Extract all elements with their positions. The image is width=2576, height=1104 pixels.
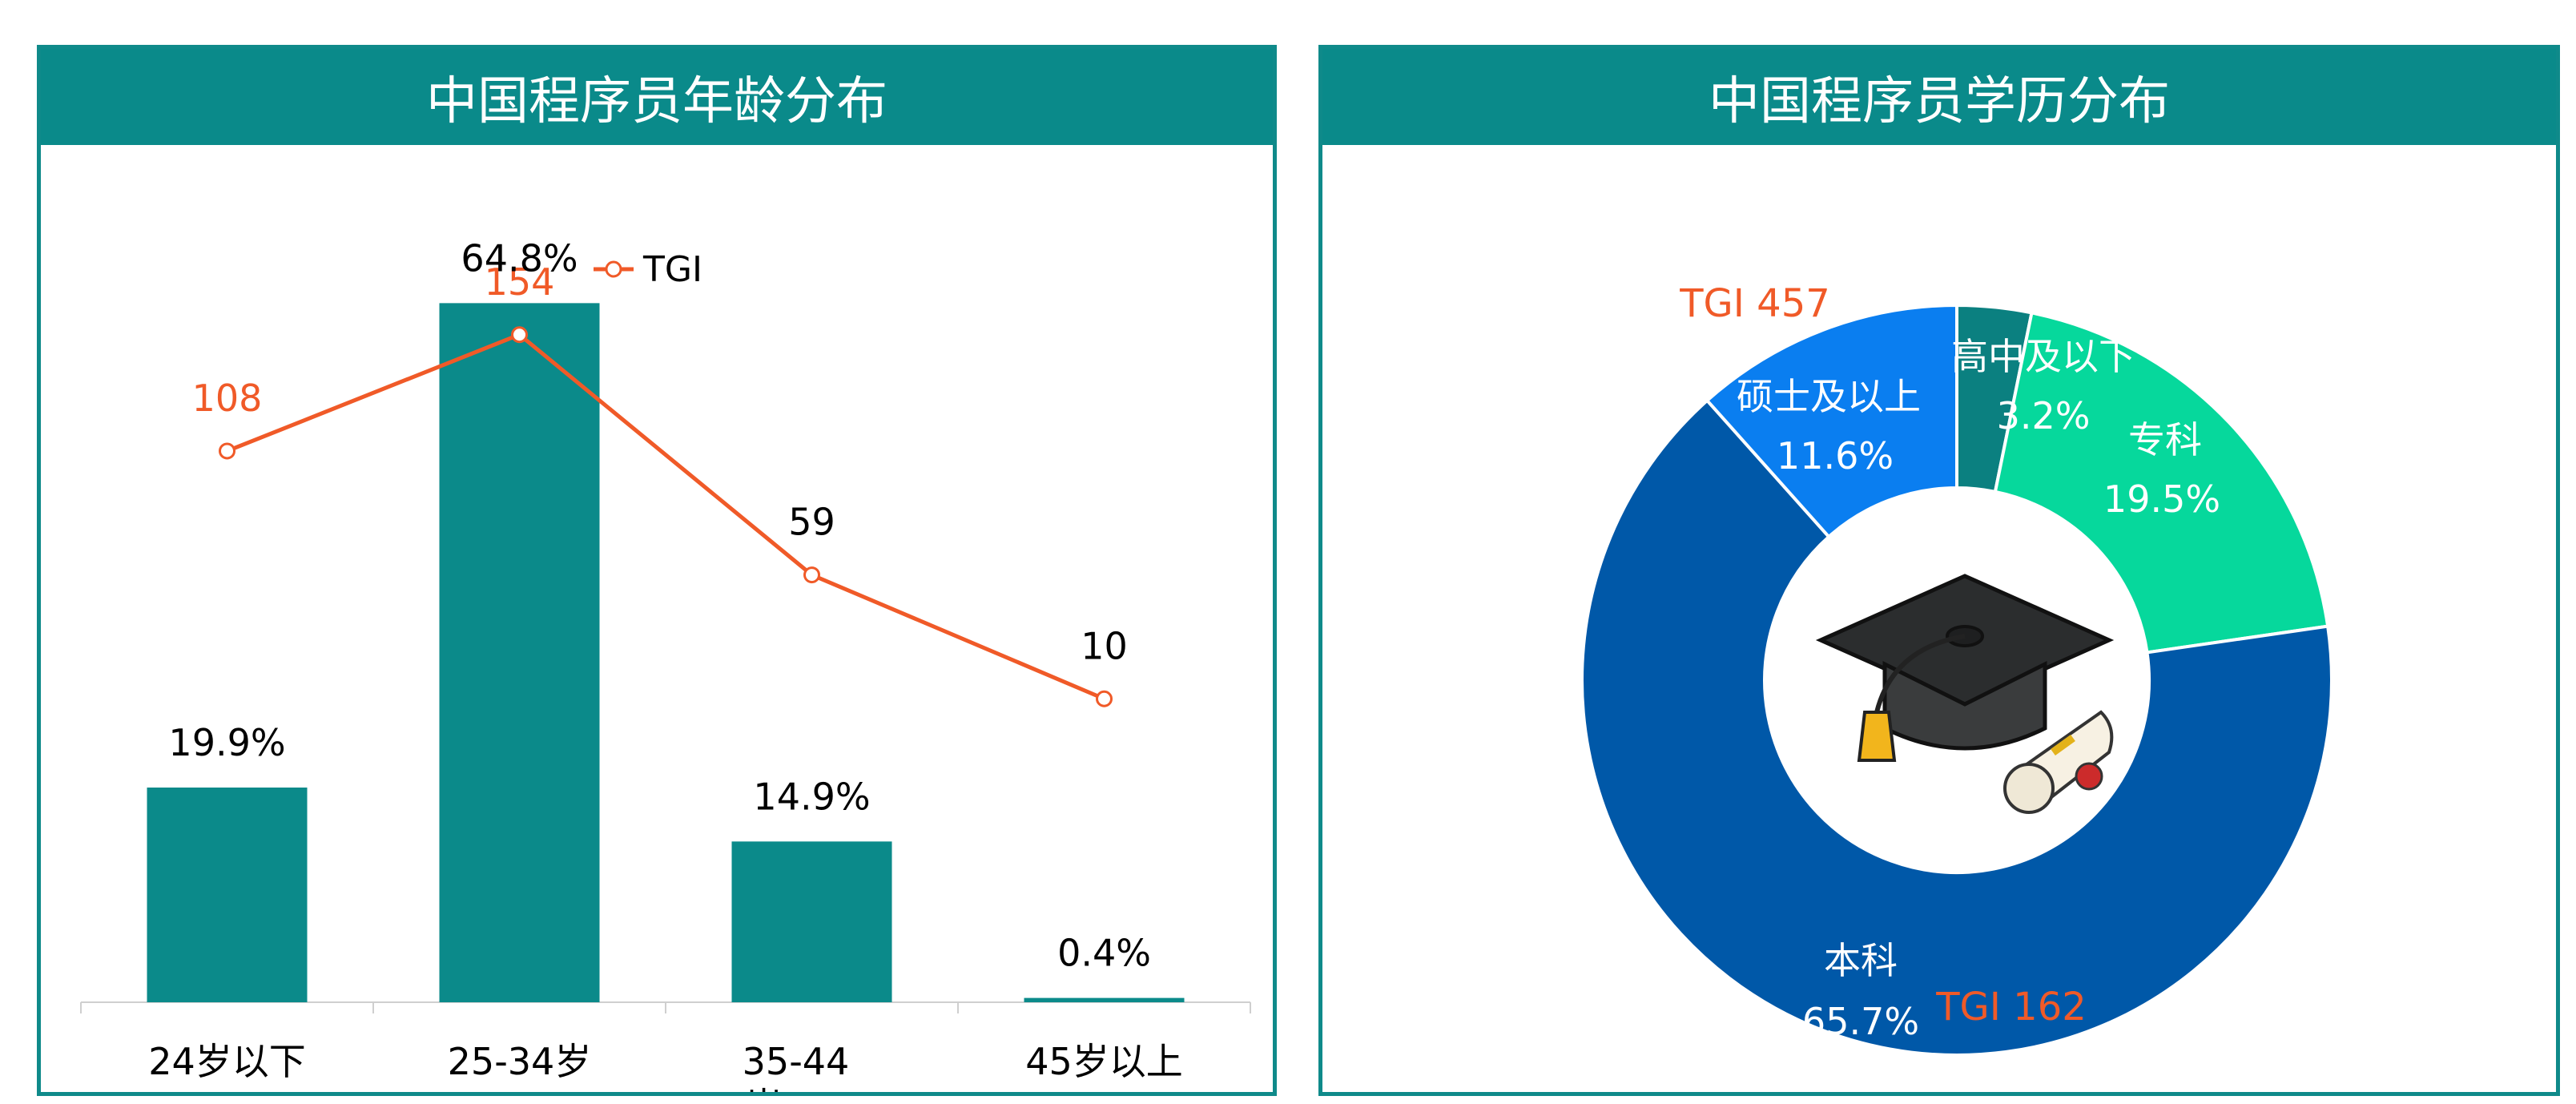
bar xyxy=(1024,997,1185,1002)
bar-value-label: 64.8% xyxy=(461,236,578,280)
tgi-value-label: 154 xyxy=(485,260,555,304)
donut-slices xyxy=(1580,303,2333,1057)
x-tick-label: 45岁以上 xyxy=(1025,1040,1183,1083)
bar xyxy=(731,841,892,1002)
slice-category-label: 高中及以下 xyxy=(1951,335,2135,378)
tgi-line xyxy=(226,332,1105,701)
x-tick-label: 24岁以下 xyxy=(148,1040,306,1083)
tgi-point xyxy=(511,326,528,344)
x-tick-label: 35-44岁 xyxy=(743,1040,850,1092)
tgi-point xyxy=(1096,690,1113,707)
x-tick-label: 25-34岁 xyxy=(448,1040,592,1083)
x-axis: 24岁以下 25-34岁 35-44岁 45岁以上 xyxy=(80,1001,1251,1092)
legend-tgi-label: TGI xyxy=(642,249,702,290)
slice-tgi-label: TGI 162 xyxy=(1935,985,2087,1029)
bar xyxy=(147,788,308,1002)
tgi-point xyxy=(803,566,820,584)
age-panel: 中国程序员年龄分布 TGI 24岁以下 25-34岁 35-44岁 45岁以上 108… xyxy=(37,45,1277,1096)
bar xyxy=(439,303,600,1002)
slice-category-label: 专科 xyxy=(2128,418,2202,461)
bar-value-label: 19.9% xyxy=(168,721,285,764)
slice-value-label: 65.7% xyxy=(1802,1000,1919,1043)
education-panel-title: 中国程序员学历分布 xyxy=(1322,49,2556,145)
donut-labels: 高中及以下 3.2% 专科 19.5% 本科 65.7% TGI 162 硕士及以上 11.6%… xyxy=(1679,281,2220,1043)
tgi-value-label: 59 xyxy=(788,501,835,544)
bar-series xyxy=(147,303,1185,1002)
tgi-value-label: 10 xyxy=(1081,624,1128,667)
tgi-line-series: 108 154 59 10 xyxy=(192,260,1128,707)
bar-value-label: 0.4% xyxy=(1057,932,1151,975)
slice-value-label: 11.6% xyxy=(1777,434,1894,477)
graduation-cap-and-diploma-icon xyxy=(1815,574,2115,814)
age-bar-chart: TGI 24岁以下 25-34岁 35-44岁 45岁以上 108 154 59 10 19… xyxy=(80,236,1251,1092)
donut-slice xyxy=(1580,398,2333,1057)
donut-slice xyxy=(1993,311,2330,655)
slice-tgi-label: TGI 457 xyxy=(1679,281,1830,326)
data-labels: 19.9% 64.8% 14.9% 0.4% xyxy=(168,236,1151,974)
legend-tgi-marker xyxy=(605,260,622,278)
education-donut-chart: 高中及以下 3.2% 专科 19.5% 本科 65.7% TGI 162 硕士及以上 11.6%… xyxy=(1580,281,2333,1057)
chart-legend: TGI xyxy=(594,249,702,290)
slice-value-label: 3.2% xyxy=(1997,394,2091,437)
tgi-value-label: 108 xyxy=(192,377,263,420)
tgi-point xyxy=(219,442,235,460)
slice-value-label: 19.5% xyxy=(2103,477,2220,521)
bar-value-label: 14.9% xyxy=(753,775,870,818)
donut-slice xyxy=(1705,303,1958,539)
age-panel-title: 中国程序员年龄分布 xyxy=(41,49,1273,145)
slice-category-label: 本科 xyxy=(1824,939,1898,982)
slice-category-label: 硕士及以上 xyxy=(1737,375,1921,418)
education-panel: 中国程序员学历分布 高中及以下 3.2% 专科 19.5% 本科 65.7% TGI 162… xyxy=(1318,45,2560,1096)
